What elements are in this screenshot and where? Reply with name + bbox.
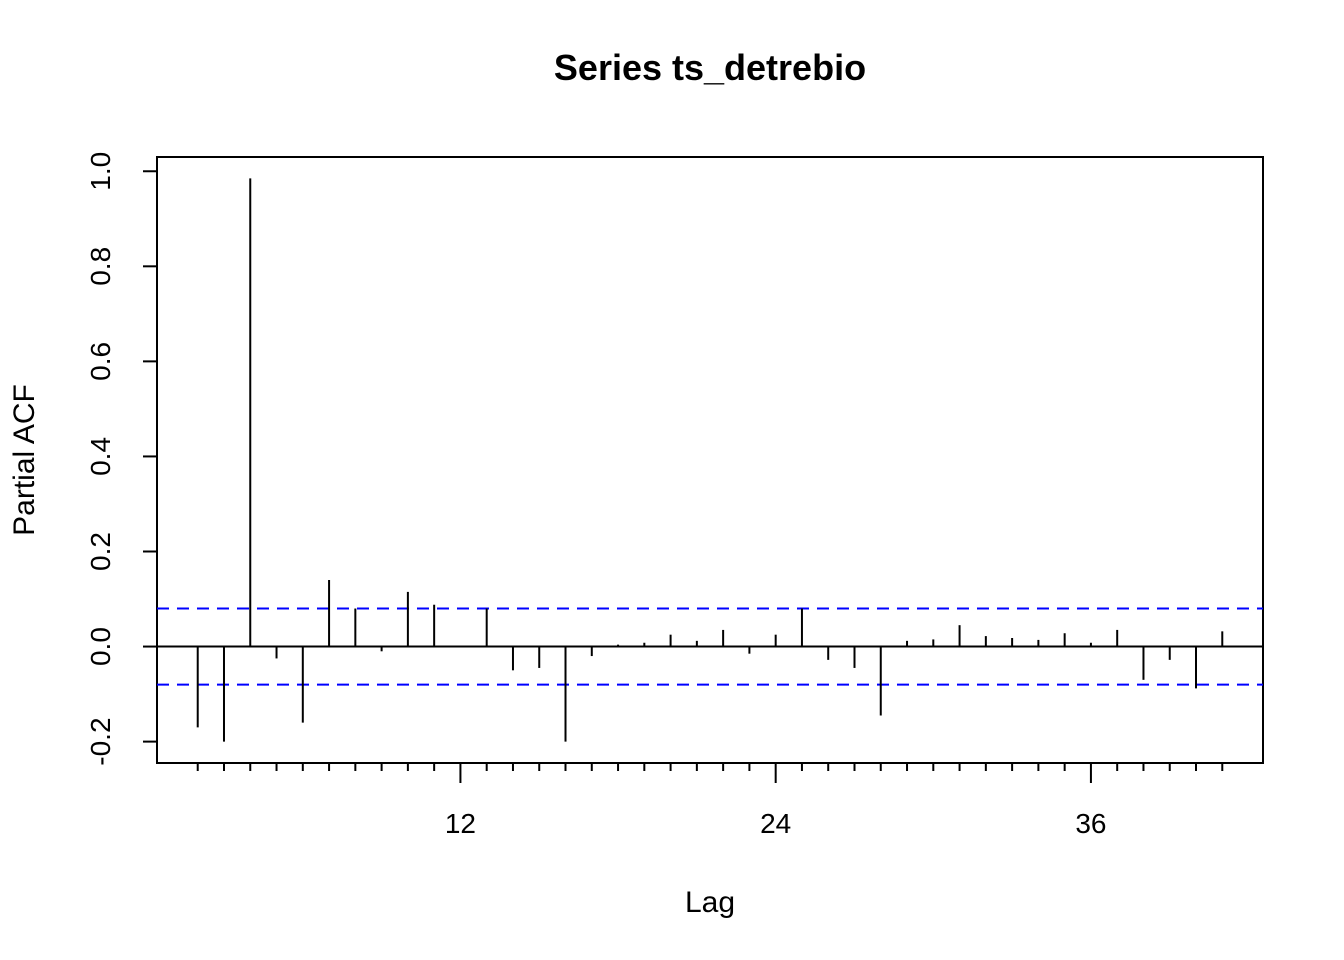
pacf-bars <box>196 178 1224 742</box>
y-tick-label: 0.8 <box>85 247 116 286</box>
y-tick-label: 0.6 <box>85 342 116 381</box>
x-axis: 12 24 36 <box>196 763 1224 839</box>
plot-area <box>156 156 1264 764</box>
y-axis: -0.2 0.0 0.2 0.4 0.6 0.8 1.0 <box>85 152 157 766</box>
y-axis-label: Partial ACF <box>8 384 41 536</box>
chart-title: Series ts_detrebio <box>554 47 866 88</box>
x-tick-label: 24 <box>760 808 791 839</box>
x-axis-label: Lag <box>685 886 735 919</box>
y-tick-label: 0.4 <box>85 437 116 476</box>
x-tick-label: 12 <box>445 808 476 839</box>
x-tick-label: 36 <box>1075 808 1106 839</box>
plot-frame <box>156 156 1264 764</box>
y-tick-label: 1.0 <box>85 152 116 191</box>
y-tick-label: 0.0 <box>85 627 116 666</box>
y-tick-label: -0.2 <box>85 717 116 765</box>
y-tick-label: 0.2 <box>85 532 116 571</box>
